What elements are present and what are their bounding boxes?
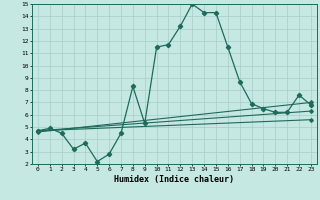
X-axis label: Humidex (Indice chaleur): Humidex (Indice chaleur) [115,175,234,184]
